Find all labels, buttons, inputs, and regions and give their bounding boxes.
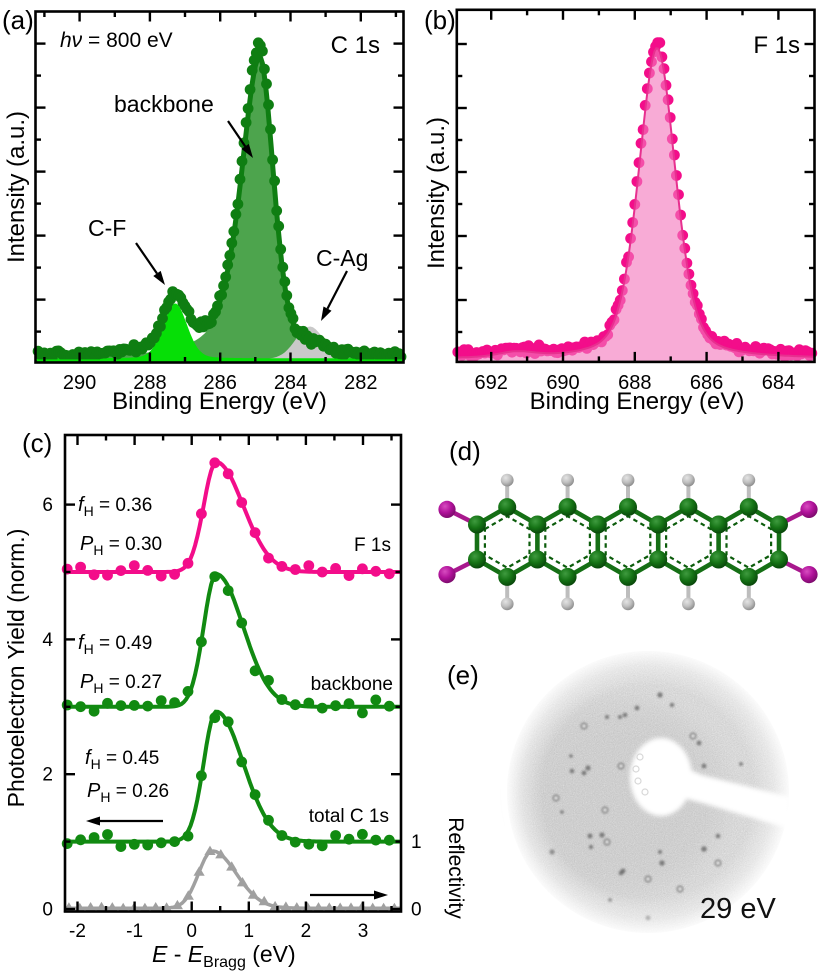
svg-text:0: 0 — [42, 900, 53, 921]
svg-text:total C 1s: total C 1s — [309, 806, 389, 827]
svg-text:29 eV: 29 eV — [700, 893, 776, 925]
svg-text:690: 690 — [546, 372, 579, 394]
svg-text:F 1s: F 1s — [354, 535, 391, 556]
svg-text:Intensity (a.u.): Intensity (a.u.) — [3, 111, 30, 263]
svg-text:-2: -2 — [69, 921, 86, 942]
svg-text:(d): (d) — [449, 436, 481, 466]
svg-text:286: 286 — [204, 372, 237, 394]
svg-text:Reflectivity: Reflectivity — [444, 817, 467, 919]
svg-text:fH = 0.45: fH = 0.45 — [85, 747, 159, 772]
svg-text:0: 0 — [411, 900, 422, 921]
svg-text:(c): (c) — [22, 428, 52, 458]
svg-text:688: 688 — [618, 372, 651, 394]
svg-text:fH = 0.49: fH = 0.49 — [78, 632, 152, 657]
svg-text:C-Ag: C-Ag — [316, 245, 368, 271]
svg-text:692: 692 — [475, 372, 508, 394]
svg-text:Binding Energy (eV): Binding Energy (eV) — [530, 388, 745, 415]
svg-text:(a): (a) — [2, 5, 34, 35]
svg-text:282: 282 — [344, 372, 377, 394]
svg-text:4: 4 — [42, 630, 53, 651]
svg-text:Intensity (a.u.): Intensity (a.u.) — [423, 117, 450, 269]
svg-text:1: 1 — [244, 921, 255, 942]
svg-text:F 1s: F 1s — [753, 32, 800, 59]
svg-text:686: 686 — [690, 372, 723, 394]
svg-text:fH = 0.36: fH = 0.36 — [78, 494, 152, 519]
svg-text:288: 288 — [133, 372, 166, 394]
svg-text:backbone: backbone — [311, 674, 393, 695]
svg-text:284: 284 — [274, 372, 307, 394]
svg-text:2: 2 — [301, 921, 312, 942]
svg-text:(e): (e) — [447, 660, 479, 690]
svg-text:6: 6 — [42, 495, 53, 516]
svg-text:PH = 0.27: PH = 0.27 — [80, 671, 162, 696]
svg-text:3: 3 — [358, 921, 369, 942]
svg-text:C 1s: C 1s — [331, 32, 380, 59]
svg-text:C-F: C-F — [88, 215, 126, 241]
svg-text:Photoelectron Yield (norm.): Photoelectron Yield (norm.) — [3, 529, 29, 808]
svg-text:2: 2 — [42, 765, 53, 786]
svg-text:-1: -1 — [126, 921, 143, 942]
svg-text:backbone: backbone — [114, 91, 214, 117]
svg-text:(b): (b) — [424, 5, 456, 35]
svg-text:0: 0 — [186, 921, 197, 942]
svg-text:PH = 0.30: PH = 0.30 — [80, 533, 162, 558]
svg-text:684: 684 — [762, 372, 795, 394]
svg-text:E - EBragg (eV): E - EBragg (eV) — [152, 941, 296, 971]
svg-text:hν = 800 eV: hν = 800 eV — [60, 29, 173, 52]
svg-text:290: 290 — [63, 372, 96, 394]
svg-text:PH = 0.26: PH = 0.26 — [87, 780, 169, 805]
svg-text:1: 1 — [411, 832, 422, 853]
svg-text:Binding Energy (eV): Binding Energy (eV) — [112, 388, 327, 415]
